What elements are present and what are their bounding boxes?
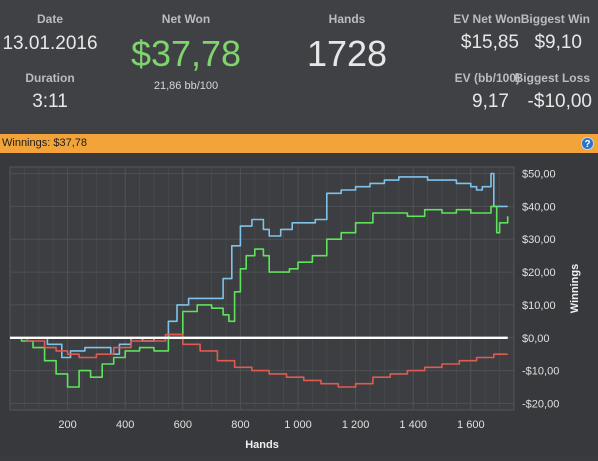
biggest-win-label: Biggest Win bbox=[520, 12, 590, 26]
x-tick-label: 600 bbox=[174, 419, 192, 431]
y-tick-label: -$20,00 bbox=[522, 398, 559, 410]
ev-bb100-label: EV (bb/100) bbox=[454, 71, 520, 85]
x-tick-label: 1 200 bbox=[342, 419, 370, 431]
x-tick-label: 1 000 bbox=[284, 419, 312, 431]
x-axis-label: Hands bbox=[245, 439, 279, 451]
hands-value: 1728 bbox=[306, 33, 388, 74]
duration-value: 3:11 bbox=[32, 91, 68, 112]
stats-panel: Date 13.01.2016 Duration 3:11 Net Won $3… bbox=[0, 0, 598, 134]
y-tick-label: $50,00 bbox=[522, 169, 556, 181]
ev-net-won-label: EV Net Won bbox=[453, 12, 521, 26]
ev-net-won-value: $15,85 bbox=[460, 32, 519, 53]
series-line-1 bbox=[10, 205, 509, 388]
x-tick-label: 400 bbox=[116, 419, 134, 431]
net-won-value: $37,78 bbox=[130, 33, 242, 74]
winnings-bar-label: Winnings: $37,78 bbox=[2, 137, 87, 149]
biggest-win-value: $9,10 bbox=[534, 32, 582, 53]
y-tick-label: -$10,00 bbox=[522, 366, 559, 378]
x-tick-label: 200 bbox=[58, 419, 76, 431]
y-tick-label: $30,00 bbox=[522, 234, 556, 246]
plot-area bbox=[9, 166, 515, 411]
date-label: Date bbox=[36, 12, 64, 26]
biggest-loss-label: Biggest Loss bbox=[514, 71, 590, 85]
winnings-bar: Winnings: $37,78 ? bbox=[0, 134, 598, 153]
net-won-label: Net Won bbox=[161, 12, 211, 26]
date-value: 13.01.2016 bbox=[2, 33, 98, 54]
net-won-bb100: 21,86 bb/100 bbox=[153, 80, 219, 92]
duration-label: Duration bbox=[25, 71, 75, 85]
x-tick-label: 800 bbox=[231, 419, 249, 431]
hands-label: Hands bbox=[328, 12, 366, 26]
x-tick-label: 1 600 bbox=[457, 419, 485, 431]
y-tick-label: $40,00 bbox=[522, 201, 556, 213]
question-circle-icon[interactable]: ? bbox=[581, 137, 594, 150]
y-tick-label: $0,00 bbox=[522, 333, 550, 345]
series-line-2 bbox=[10, 333, 508, 388]
y-tick-label: $10,00 bbox=[522, 300, 556, 312]
ev-bb100-value: 9,17 bbox=[472, 91, 509, 112]
x-tick-label: 1 400 bbox=[399, 419, 427, 431]
y-axis-label: Winnings bbox=[569, 264, 581, 313]
biggest-loss-value: -$10,00 bbox=[527, 91, 592, 112]
winnings-chart: 200 400 600 800 1 000 1 200 1 400 1 600 -$20,00 -… bbox=[0, 153, 598, 456]
winnings-chart-svg: 200 400 600 800 1 000 1 200 1 400 1 600 -$20,00 -… bbox=[9, 166, 581, 451]
y-tick-label: $20,00 bbox=[522, 267, 556, 279]
